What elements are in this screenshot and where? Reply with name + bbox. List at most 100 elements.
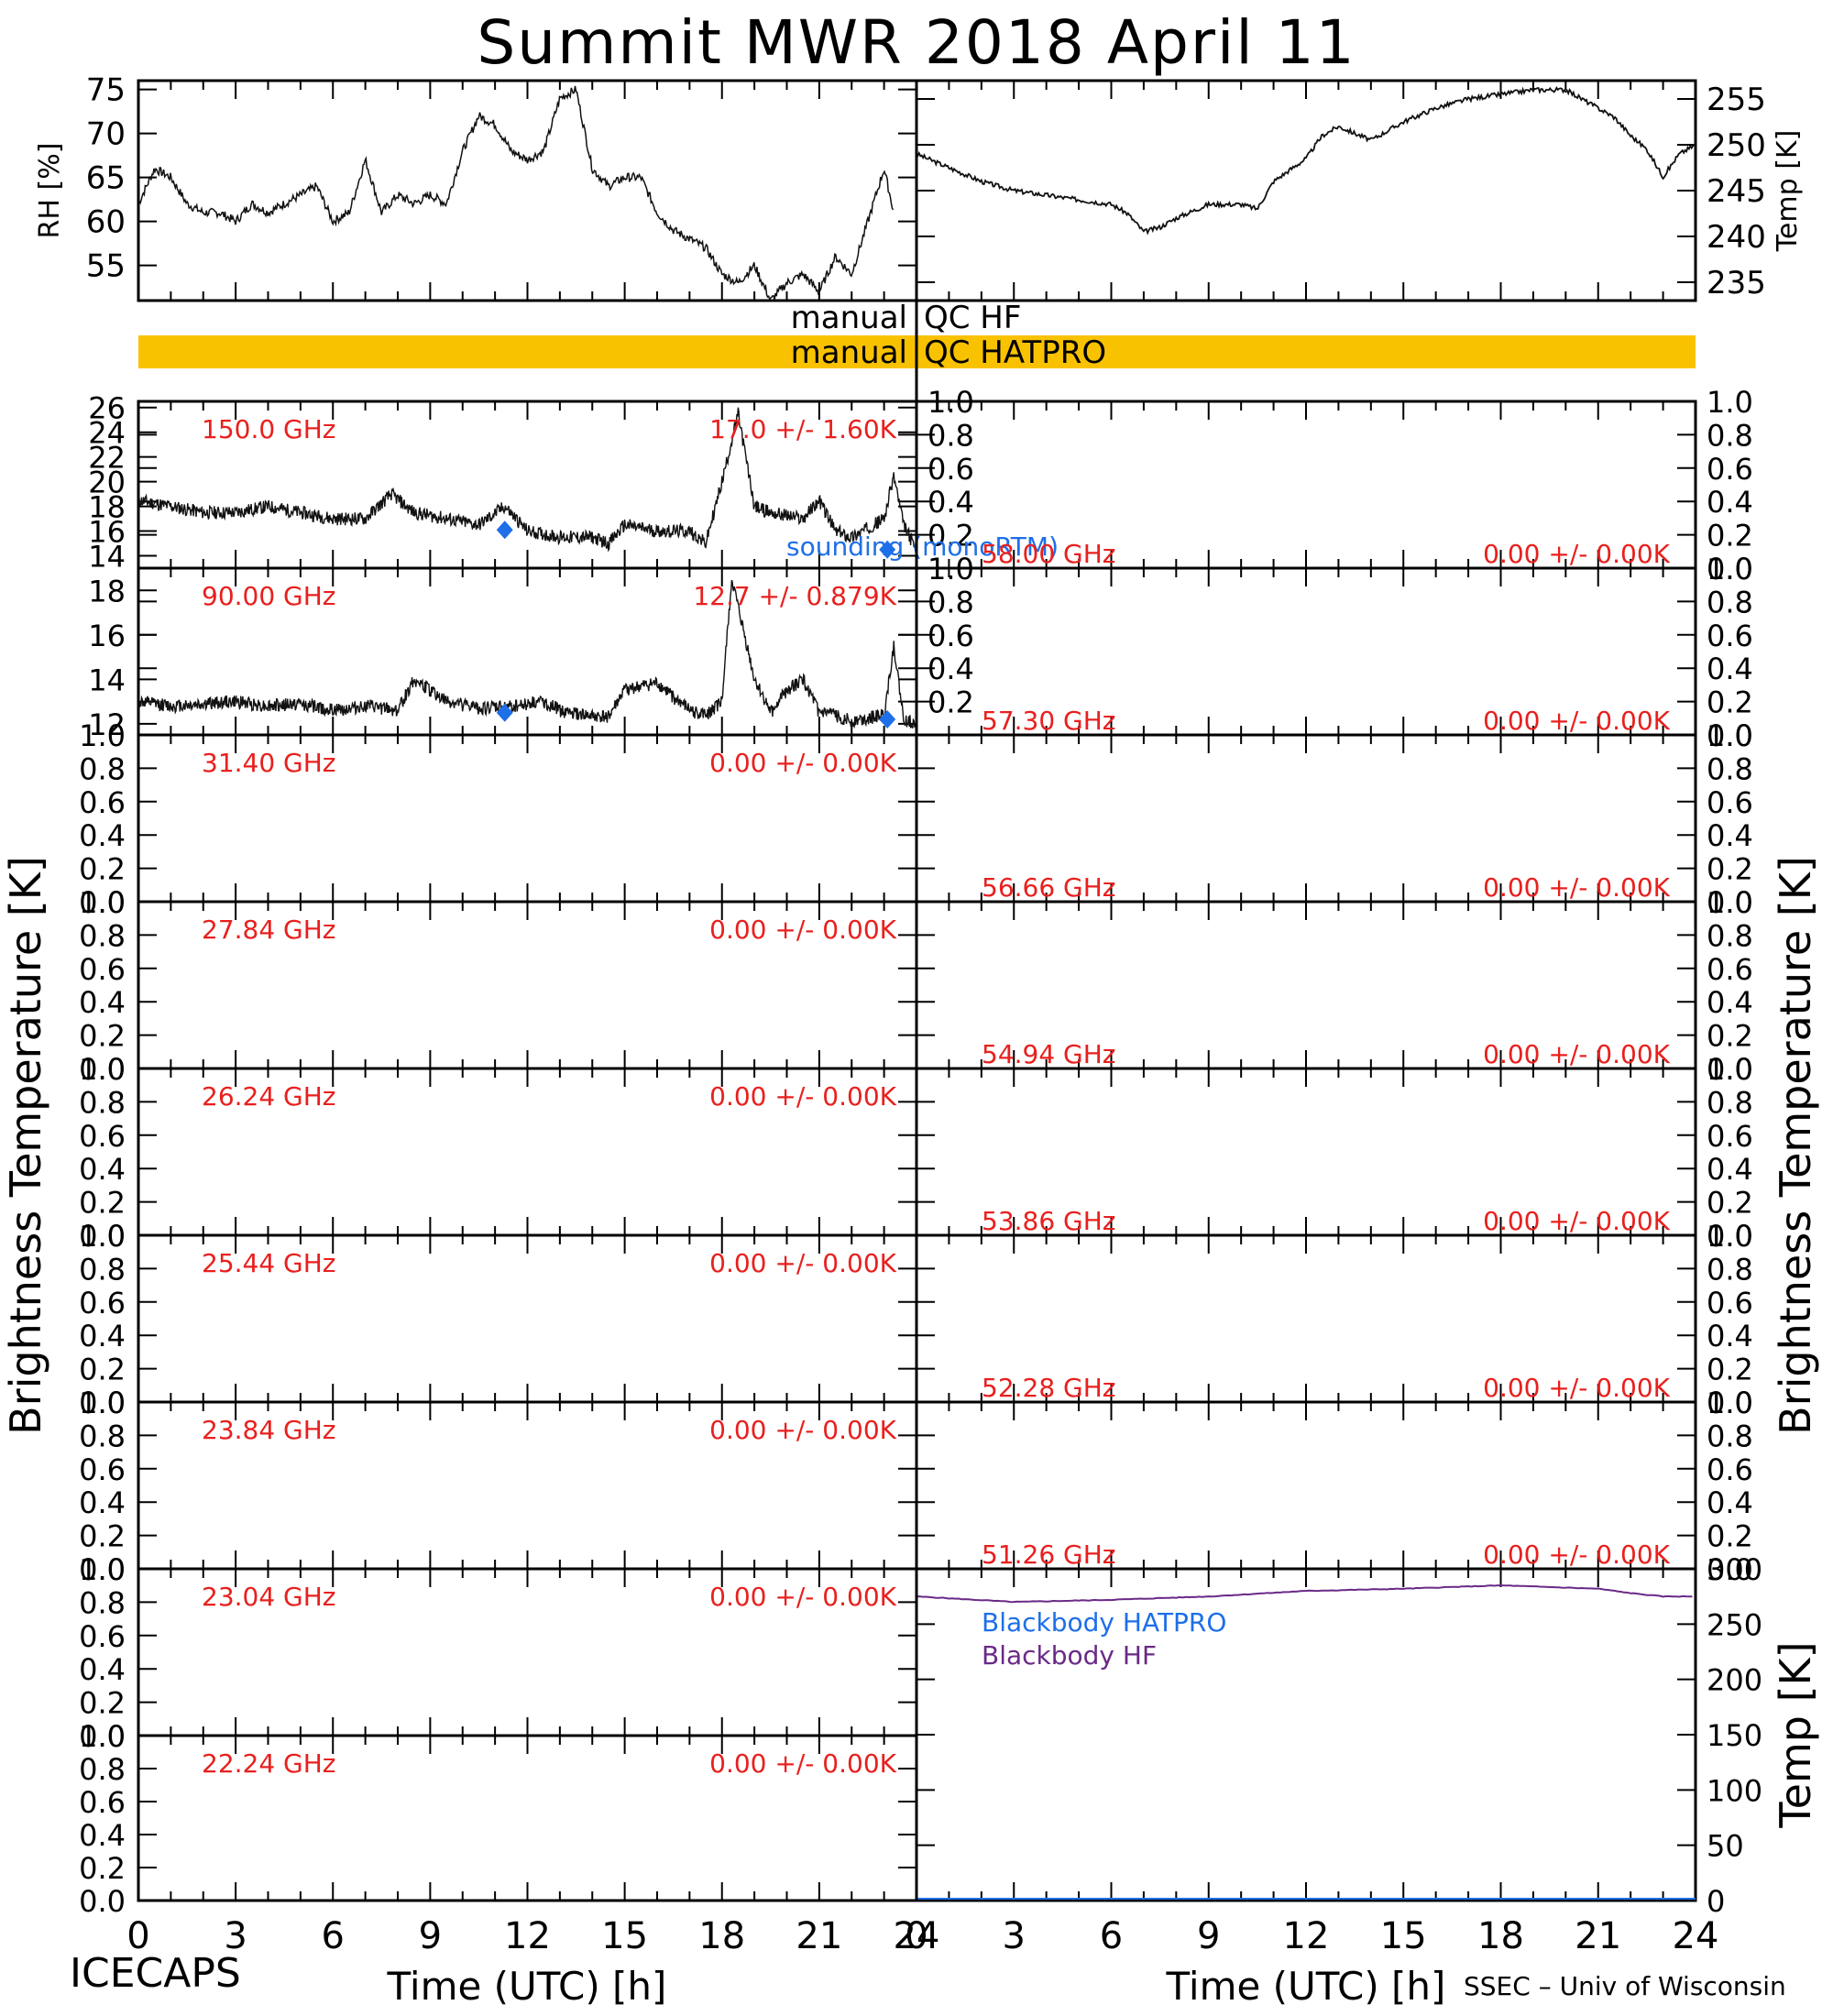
bt-right-5-stat-label: 0.00 +/- 0.00K [1483, 1373, 1670, 1403]
bt-right-1-ytick-label: 0.6 [1707, 619, 1753, 653]
bt-right-6-ytick-label: 0.6 [1707, 1452, 1753, 1487]
x-axis-label-left: Time (UTC) [h] [387, 1964, 667, 2009]
bt-right-6-ytick-label: 0.8 [1707, 1419, 1753, 1453]
bt-left-6-freq-label: 23.84 GHz [202, 1415, 336, 1445]
bt-left-2-stat-label: 0.00 +/- 0.00K [709, 748, 896, 778]
bt-left-2-ytick-label: 0.0 [79, 885, 126, 920]
bt-left-0-ytick-label-r: 0.6 [927, 452, 974, 487]
bt-left-1-ytick-label-r: 0.8 [927, 585, 974, 619]
bt-left-7-freq-label: 23.04 GHz [202, 1582, 336, 1612]
chart-title: Summit MWR 2018 April 11 [477, 7, 1356, 78]
rh-ytick-label: 70 [86, 116, 126, 153]
bt-right-3-stat-label: 0.00 +/- 0.00K [1483, 1039, 1670, 1069]
rh-panel-frame [137, 79, 918, 302]
bt-left-0-ytick-label: 26 [88, 391, 126, 426]
bt-right-0-ytick-label: 0.6 [1707, 452, 1753, 487]
bt-left-4-ytick-label: 0.6 [79, 1119, 126, 1154]
bt-left-5-ytick-label: 1.0 [79, 1219, 126, 1254]
bt-left-2-ytick-label: 0.4 [79, 818, 126, 853]
temp-ytick-label: 235 [1707, 265, 1766, 301]
bt-left-1-series-line [137, 579, 917, 730]
bt-right-3-ytick-label: 1.0 [1707, 885, 1753, 920]
bt-left-6-ytick-label: 1.0 [79, 1386, 126, 1420]
qc-hatpro-label-right: QC HATPRO [924, 334, 1106, 371]
x-tick-label-left: 18 [698, 1915, 745, 1957]
bt-left-8-ytick-label: 0.8 [79, 1752, 126, 1787]
bt-right-2-ytick-label: 0.2 [1707, 852, 1753, 887]
bt-left-7-ytick-label: 0.0 [79, 1719, 126, 1754]
bb-ytick-label: 100 [1707, 1773, 1762, 1808]
blackbody-legend-hatpro: Blackbody HATPRO [982, 1607, 1226, 1638]
bt-right-0-stat-label: 0.00 +/- 0.00K [1483, 539, 1670, 569]
bt-left-0-ytick-label-r: 0.2 [927, 519, 974, 553]
bt-left-6-ytick-label: 0.0 [79, 1552, 126, 1587]
bb-ytick-label: 0 [1707, 1884, 1725, 1919]
bt-right-1-ytick-label: 0.2 [1707, 685, 1753, 720]
bt-right-3-ytick-label: 0.4 [1707, 985, 1753, 1020]
bt-left-0-ytick-label: 14 [88, 540, 126, 575]
bt-left-2-ytick-label: 0.8 [79, 751, 126, 786]
bt-left-7-stat-label: 0.00 +/- 0.00K [709, 1582, 896, 1612]
x-tick-label-right: 21 [1575, 1915, 1621, 1957]
bt-left-1-sounding-point [496, 703, 513, 722]
bt-right-5-ytick-label: 0.8 [1707, 1252, 1753, 1287]
x-tick-label-left: 9 [419, 1915, 442, 1957]
bt-left-3-ytick-label: 0.8 [79, 918, 126, 953]
bt-right-4-freq-label: 53.86 GHz [982, 1206, 1116, 1236]
bt-left-8-ytick-label: 0.6 [79, 1785, 126, 1820]
rh-ytick-label: 75 [86, 72, 126, 109]
bt-axis-label-right: Brightness Temperature [K] [1771, 856, 1820, 1435]
bt-left-6-ytick-label: 0.4 [79, 1485, 126, 1520]
bt-left-1-stat-label: 12.7 +/- 0.879K [693, 581, 896, 611]
bb-ytick-label: 200 [1707, 1663, 1762, 1698]
bt-left-2-ytick-label: 0.6 [79, 785, 126, 820]
bt-left-1-ytick-label: 18 [88, 574, 126, 608]
bt-right-4-ytick-label: 0.2 [1707, 1186, 1753, 1221]
bt-left-4-ytick-label: 0.8 [79, 1085, 126, 1120]
bt-left-0-ytick-label: 16 [88, 515, 126, 550]
bt-right-6-ytick-label: 0.0 [1707, 1552, 1753, 1587]
bt-left-3-freq-label: 27.84 GHz [202, 915, 336, 945]
bt-left-3-ytick-label: 0.0 [79, 1052, 126, 1087]
bt-left-8-ytick-label: 0.0 [79, 1884, 126, 1919]
bt-left-0-ytick-label-r: 0.8 [927, 418, 974, 453]
bt-left-1-ytick-label: 14 [88, 663, 126, 697]
bt-left-0-freq-label: 150.0 GHz [202, 414, 336, 444]
bt-right-1-ytick-label: 0.0 [1707, 718, 1753, 753]
bt-right-6-ytick-label: 1.0 [1707, 1386, 1753, 1420]
bt-right-0-freq-label: 58.00 GHz [982, 539, 1116, 569]
bb-ytick-label: 250 [1707, 1607, 1762, 1642]
bt-left-6-ytick-label: 0.8 [79, 1419, 126, 1453]
bt-left-4-ytick-label: 1.0 [79, 1052, 126, 1087]
bt-right-2-ytick-label: 0.4 [1707, 818, 1753, 853]
bt-right-4-ytick-label: 0.4 [1707, 1152, 1753, 1187]
x-tick-label-left: 6 [322, 1915, 345, 1957]
bt-left-0-ytick-label-r: 0.4 [927, 485, 974, 520]
bt-right-6-ytick-label: 0.4 [1707, 1485, 1753, 1520]
bt-left-1-ytick-label-r: 0.6 [927, 619, 974, 653]
bt-left-8-stat-label: 0.00 +/- 0.00K [709, 1748, 896, 1779]
bt-left-5-ytick-label: 0.4 [79, 1319, 126, 1353]
bt-right-0-ytick-label: 0.8 [1707, 418, 1753, 453]
bt-left-4-freq-label: 26.24 GHz [202, 1081, 336, 1112]
x-axis-label-right: Time (UTC) [h] [1166, 1964, 1446, 2009]
bt-right-1-ytick-label: 1.0 [1707, 552, 1753, 586]
bt-left-1-freq-label: 90.00 GHz [202, 581, 336, 611]
blackbody-axis-label: Temp [K] [1771, 1641, 1820, 1828]
bt-right-0-ytick-label: 0.4 [1707, 485, 1753, 520]
bt-right-5-ytick-label: 0.6 [1707, 1286, 1753, 1320]
bt-left-3-stat-label: 0.00 +/- 0.00K [709, 915, 896, 945]
bt-left-7-ytick-label: 0.2 [79, 1686, 126, 1721]
bt-left-0-sounding-point [879, 540, 896, 559]
bt-right-3-ytick-label: 0.8 [1707, 918, 1753, 953]
bt-axis-label-left: Brightness Temperature [K] [1, 856, 50, 1435]
bt-right-2-stat-label: 0.00 +/- 0.00K [1483, 872, 1670, 903]
bt-right-5-ytick-label: 0.0 [1707, 1386, 1753, 1420]
bt-right-0-ytick-label: 1.0 [1707, 385, 1753, 420]
bt-left-0-ytick-label: 18 [88, 490, 126, 525]
bt-right-5-ytick-label: 0.2 [1707, 1353, 1753, 1387]
bt-right-5-freq-label: 52.28 GHz [982, 1373, 1116, 1403]
bt-right-4-ytick-label: 0.6 [1707, 1119, 1753, 1154]
